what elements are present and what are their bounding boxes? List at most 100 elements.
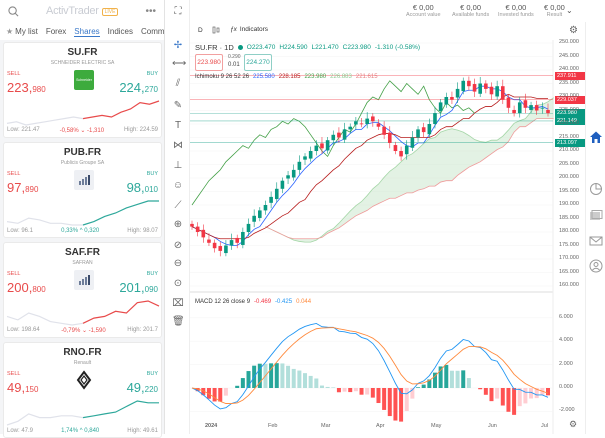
buy-dec: 090	[145, 285, 158, 294]
x-tick: Jun	[488, 423, 497, 429]
settings-gear-icon[interactable]: ⚙	[569, 25, 578, 36]
tab-indices[interactable]: Indices	[108, 27, 133, 37]
eye-icon[interactable]: ⊙	[172, 278, 184, 290]
tab-comm[interactable]: Comm	[141, 27, 164, 37]
chart-settings-gear-icon[interactable]: ⚙	[569, 419, 577, 430]
portfolio-pie-icon[interactable]	[589, 182, 603, 196]
text-icon[interactable]: T	[172, 120, 184, 132]
candle	[535, 105, 539, 110]
instrument-card[interactable]: SU.FR SCHNEIDER ELECTRIC SA SELL BUY 223…	[3, 42, 162, 138]
macd-label: MACD 12 26 close 9	[195, 299, 250, 305]
candle	[360, 123, 364, 124]
x-tick: Feb	[268, 423, 277, 429]
high-value: High: 98.07	[127, 228, 158, 234]
candle	[218, 246, 222, 251]
chevron-down-icon[interactable]: ⌄	[566, 6, 573, 15]
high-value: H224.590	[279, 44, 307, 51]
instrument-card[interactable]: PUB.FR Publicis Groupe SA SELL BUY 97,89…	[3, 142, 162, 238]
candle	[484, 84, 488, 89]
buy-price[interactable]: 201,090	[119, 280, 158, 295]
macd-histogram-bar	[286, 366, 290, 388]
candle	[230, 240, 234, 245]
candle	[529, 105, 533, 110]
macd-histogram-bar	[275, 363, 279, 388]
candle	[354, 121, 358, 124]
signal-value: 0.044	[296, 299, 311, 305]
macd-tick: 6.000	[559, 314, 573, 320]
emoji-icon[interactable]: ☺	[172, 180, 184, 192]
more-icon[interactable]: •••	[145, 6, 156, 17]
sell-button[interactable]: 223.980	[195, 54, 223, 71]
lock-icon[interactable]: ⊖	[172, 258, 184, 270]
high-value: High: 201.7	[127, 327, 158, 334]
buy-int: 98,	[127, 180, 145, 195]
buy-price[interactable]: 49,220	[127, 380, 158, 395]
candle	[411, 138, 415, 148]
interval-button[interactable]: D	[198, 27, 203, 34]
tab-shares[interactable]: Shares	[74, 27, 99, 37]
sell-label: SELL	[7, 371, 20, 377]
sparkline	[6, 398, 161, 428]
fullscreen-icon[interactable]: ⛶	[172, 6, 184, 18]
instrument-card[interactable]: RNO.FR Renault SELL BUY 49,150 49,220 Lo…	[3, 342, 162, 438]
sell-price[interactable]: 200,800	[7, 280, 46, 295]
sell-price[interactable]: 49,150	[7, 380, 38, 395]
hide-icon[interactable]: ⌧	[172, 298, 184, 310]
tab-my-list[interactable]: My list	[15, 27, 38, 37]
live-badge: LIVE	[102, 8, 119, 16]
account-value: € 0,00	[544, 3, 565, 12]
user-icon[interactable]	[589, 259, 603, 273]
home-icon[interactable]	[589, 130, 603, 144]
search-icon[interactable]	[8, 6, 19, 17]
instrument-card[interactable]: SAF.FR SAFRAN SELL BUY 200,800 201,090 L…	[3, 242, 162, 338]
crosshair-icon[interactable]: ✢	[172, 40, 184, 52]
candle	[343, 129, 347, 139]
x-tick: Apr	[376, 423, 385, 429]
macd-histogram-bar	[241, 378, 245, 388]
macd-histogram-bar	[292, 369, 296, 388]
ruler-icon[interactable]: ⟋	[172, 200, 184, 212]
candle	[303, 156, 307, 159]
buy-price[interactable]: 224,270	[119, 80, 158, 95]
magnet-icon[interactable]: ⊘	[172, 240, 184, 252]
candle-type-icon[interactable]	[212, 25, 220, 35]
buy-button[interactable]: 224.270	[244, 54, 272, 71]
macd-histogram-bar	[371, 388, 375, 398]
macd-histogram-bar	[314, 379, 318, 388]
trash-icon[interactable]: 🗑	[172, 316, 184, 328]
macd-histogram-bar	[484, 388, 488, 395]
measure-icon[interactable]: ⊥	[172, 160, 184, 172]
candle	[450, 97, 454, 100]
buy-label: BUY	[147, 171, 158, 177]
symbol: SAF.FR	[4, 247, 161, 258]
pattern-icon[interactable]: ⋈	[172, 140, 184, 152]
brush-icon[interactable]: ✎	[172, 100, 184, 112]
ichimoku-lagging: 223.980	[304, 74, 326, 80]
horizontal-line-icon[interactable]: ⟷	[172, 58, 184, 70]
macd-histogram-bar	[518, 388, 522, 406]
sell-price[interactable]: 223,980	[7, 80, 46, 95]
zoom-in-icon[interactable]: ⊕	[172, 219, 184, 231]
mail-icon[interactable]	[589, 234, 603, 248]
macd-histogram-bar	[337, 388, 341, 392]
low-value: Low: 198.64	[7, 327, 40, 334]
cards-icon[interactable]	[589, 209, 603, 223]
sell-price[interactable]: 97,890	[7, 180, 38, 195]
symbol: PUB.FR	[4, 147, 161, 158]
tab-forex[interactable]: Forex	[46, 27, 66, 37]
y-tick: 250.000	[559, 39, 579, 45]
parallel-channel-icon[interactable]: ⫽	[172, 78, 184, 90]
schneider-logo: Schneider	[74, 70, 94, 90]
macd-histogram-bar	[444, 365, 448, 388]
candle	[196, 227, 200, 232]
candle	[405, 146, 409, 155]
company-name: Publicis Groupe SA	[4, 160, 161, 166]
logo: ActivTrader	[46, 5, 99, 17]
macd-value: -0.425	[275, 299, 292, 305]
buy-price[interactable]: 98,010	[127, 180, 158, 195]
x-tick: 2024	[205, 423, 217, 429]
macd-histogram-bar	[331, 387, 335, 388]
